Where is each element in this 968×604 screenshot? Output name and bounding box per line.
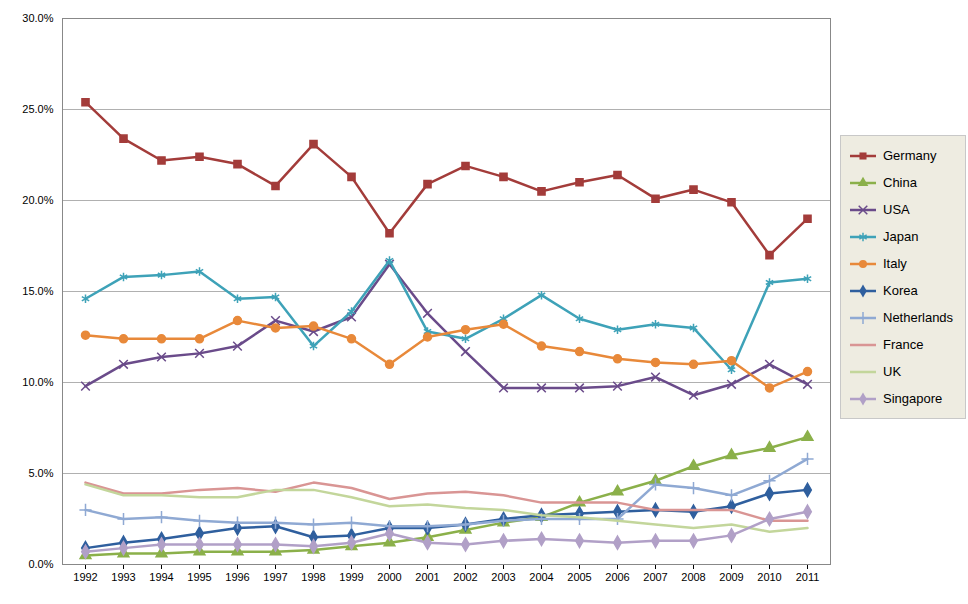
html-text:France: France bbox=[883, 337, 924, 352]
svg-text:30.0%: 30.0% bbox=[22, 12, 53, 24]
svg-text:1997: 1997 bbox=[263, 571, 287, 583]
html-text:Singapore: Singapore bbox=[883, 391, 943, 406]
svg-text:25.0%: 25.0% bbox=[22, 103, 53, 115]
svg-text:2005: 2005 bbox=[567, 571, 591, 583]
html-text:UK: UK bbox=[883, 364, 902, 379]
svg-text:2002: 2002 bbox=[453, 571, 477, 583]
svg-text:2000: 2000 bbox=[377, 571, 401, 583]
svg-text:15.0%: 15.0% bbox=[22, 285, 53, 297]
svg-text:2006: 2006 bbox=[605, 571, 629, 583]
html-text:Japan: Japan bbox=[883, 229, 919, 244]
svg-text:2009: 2009 bbox=[719, 571, 743, 583]
svg-text:2008: 2008 bbox=[681, 571, 705, 583]
svg-text:1999: 1999 bbox=[339, 571, 363, 583]
svg-text:2004: 2004 bbox=[529, 571, 553, 583]
html-text:China: China bbox=[883, 175, 917, 190]
html-text:USA: USA bbox=[883, 202, 910, 217]
svg-text:2011: 2011 bbox=[796, 571, 820, 583]
svg-text:1993: 1993 bbox=[111, 571, 135, 583]
html-text:Germany: Germany bbox=[883, 148, 937, 163]
svg-text:2007: 2007 bbox=[643, 571, 667, 583]
svg-text:1998: 1998 bbox=[301, 571, 325, 583]
svg-text:1996: 1996 bbox=[225, 571, 249, 583]
svg-text:1994: 1994 bbox=[149, 571, 173, 583]
svg-text:20.0%: 20.0% bbox=[22, 194, 53, 206]
svg-text:1992: 1992 bbox=[73, 571, 97, 583]
svg-text:2001: 2001 bbox=[415, 571, 439, 583]
html-text:Korea: Korea bbox=[883, 283, 918, 298]
svg-text:0.0%: 0.0% bbox=[28, 558, 53, 570]
svg-text:2010: 2010 bbox=[757, 571, 781, 583]
svg-text:1995: 1995 bbox=[187, 571, 211, 583]
html-text:Italy: Italy bbox=[883, 256, 907, 271]
svg-text:10.0%: 10.0% bbox=[22, 376, 53, 388]
svg-text:5.0%: 5.0% bbox=[28, 467, 53, 479]
html-text:Netherlands: Netherlands bbox=[883, 310, 954, 325]
svg-text:2003: 2003 bbox=[491, 571, 515, 583]
